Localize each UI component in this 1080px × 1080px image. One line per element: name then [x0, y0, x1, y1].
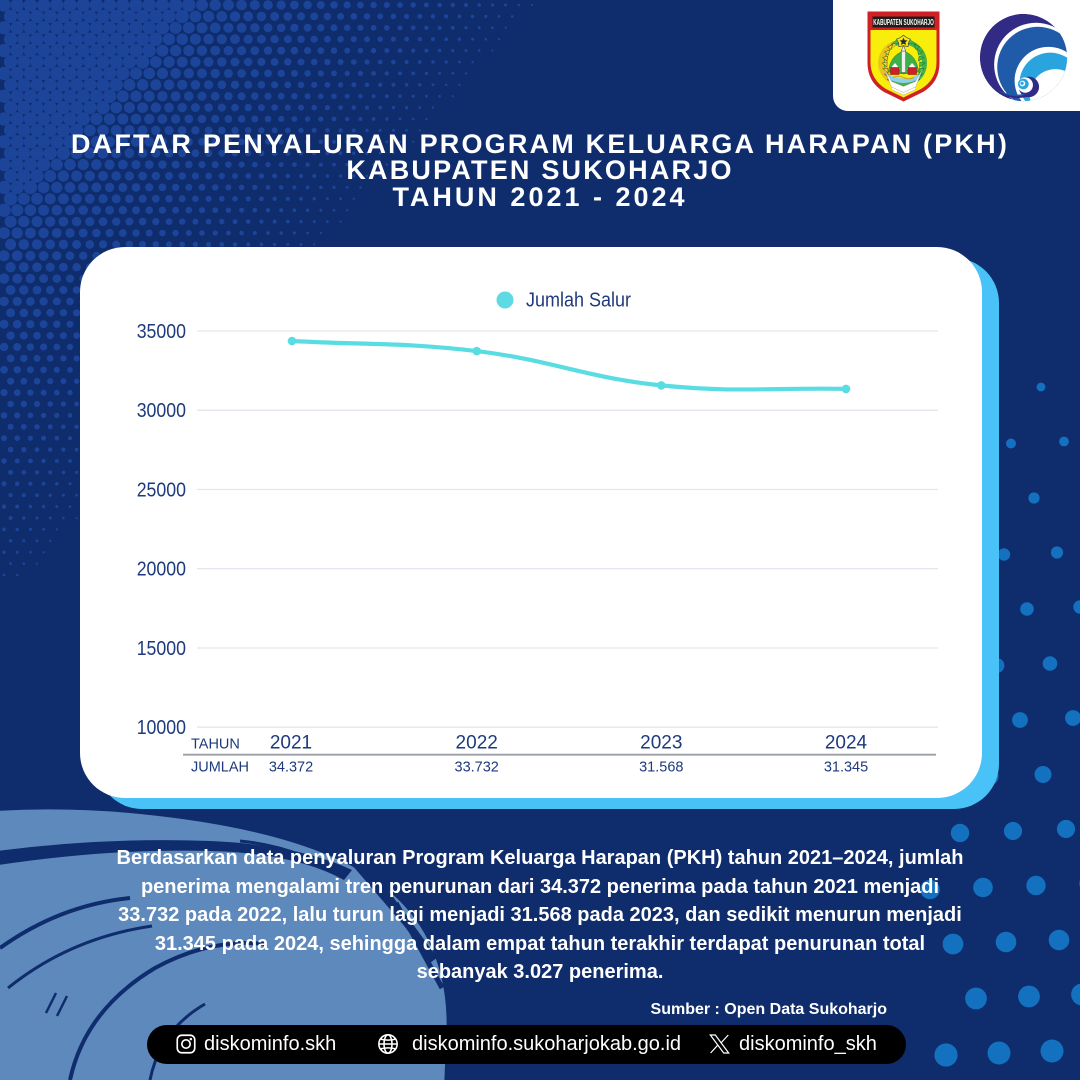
- svg-text:Jumlah Salur: Jumlah Salur: [526, 290, 631, 312]
- svg-text:2022: 2022: [456, 733, 498, 754]
- svg-text:2021: 2021: [270, 733, 312, 754]
- svg-text:20000: 20000: [137, 559, 186, 581]
- svg-text:25000: 25000: [137, 480, 186, 502]
- svg-text:2024: 2024: [825, 733, 868, 754]
- svg-text:31.568: 31.568: [639, 760, 683, 776]
- svg-text:15000: 15000: [137, 638, 186, 660]
- svg-text:2023: 2023: [640, 733, 682, 754]
- svg-text:35000: 35000: [137, 321, 186, 343]
- svg-text:KABUPATEN SUKOHARJO: KABUPATEN SUKOHARJO: [873, 17, 934, 27]
- svg-text:31.345: 31.345: [824, 760, 868, 776]
- svg-text:34.372: 34.372: [269, 760, 313, 776]
- svg-text:10000: 10000: [137, 717, 186, 739]
- svg-text:JUMLAH: JUMLAH: [191, 760, 249, 776]
- svg-text:TAHUN: TAHUN: [191, 737, 240, 753]
- svg-text:33.732: 33.732: [455, 760, 499, 776]
- svg-text:30000: 30000: [137, 400, 186, 422]
